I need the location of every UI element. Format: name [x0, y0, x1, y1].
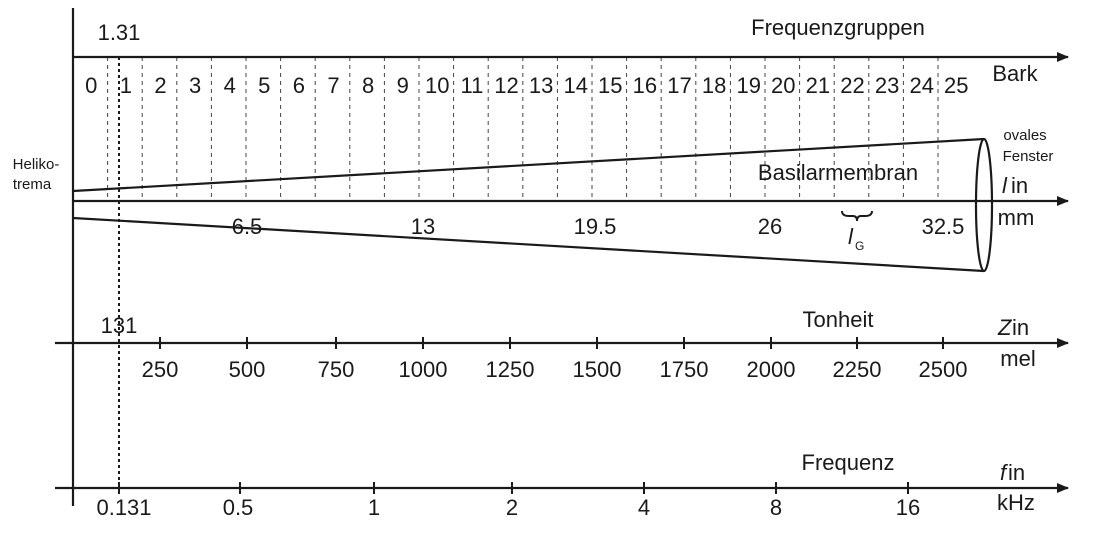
- length-axis-unit-in: in: [1011, 173, 1028, 198]
- mel-tick-label: 2000: [747, 357, 796, 382]
- bark-tick-label: 15: [598, 73, 622, 98]
- mel-tick-label: 1500: [573, 357, 622, 382]
- bark-axis-unit: Bark: [992, 61, 1038, 86]
- bark-tick-label: 20: [771, 73, 795, 98]
- lg-brace: [841, 210, 873, 222]
- bark-tick-label: 19: [736, 73, 760, 98]
- frequency-axis-title: Frequenz: [802, 450, 895, 475]
- bark-marker-label: 1.31: [98, 20, 141, 45]
- mel-tick-label: 1000: [399, 357, 448, 382]
- length-tick-label: 19.5: [574, 214, 617, 239]
- mel-tick-label: 750: [318, 357, 355, 382]
- frequency-tick-label: 1: [368, 495, 380, 520]
- length-tick-label: 32.5: [922, 214, 965, 239]
- bark-tick-label: 23: [875, 73, 899, 98]
- frequency-tick-label: 4: [638, 495, 650, 520]
- bark-tick-label: 7: [327, 73, 339, 98]
- length-labels: 6.5 13 19.5 26 32.5: [232, 214, 965, 239]
- oval-window: [974, 137, 994, 273]
- bark-tick-label: 22: [840, 73, 864, 98]
- oval-window-label-line2: Fenster: [1003, 148, 1054, 165]
- bark-tick-label: 1: [120, 73, 132, 98]
- bark-tick-label: 2: [154, 73, 166, 98]
- bark-tick-label: 12: [494, 73, 518, 98]
- length-axis-unit-mm: mm: [998, 205, 1035, 230]
- bark-labels: 0 1 2 3 4 5 6 7 8 9 10 11 12 13 14 15 16 17 18 19 20 21 22 23 24…: [85, 73, 968, 98]
- bark-grid: [107, 57, 939, 201]
- frequency-tick-label: 2: [506, 495, 518, 520]
- frequency-tick-label: 0.5: [223, 495, 254, 520]
- bark-tick-label: 11: [460, 73, 483, 98]
- bark-tick-label: 9: [397, 73, 409, 98]
- lg-subscript: G: [855, 239, 864, 253]
- lg-symbol: l: [848, 224, 854, 249]
- mel-axis-unit-mel: mel: [1000, 346, 1035, 371]
- helicotrema-label: Heliko-: [13, 156, 60, 173]
- frequency-tick-label: 0.131: [96, 495, 151, 520]
- frequency-axis-unit-in: in: [1008, 460, 1025, 485]
- mel-tick-label: 500: [229, 357, 266, 382]
- freq-ticks: 0.131 0.5 1 2 4 8 16: [96, 482, 920, 520]
- bark-tick-label: 24: [909, 73, 933, 98]
- mel-tick-label: 1750: [660, 357, 709, 382]
- frequency-tick-label: 8: [770, 495, 782, 520]
- bark-tick-label: 8: [362, 73, 374, 98]
- membrane-label: Basilarmembran: [758, 160, 918, 185]
- bark-tick-label: 5: [258, 73, 270, 98]
- bark-tick-label: 18: [702, 73, 726, 98]
- mel-tick-label: 2250: [833, 357, 882, 382]
- mel-axis-unit: Z: [997, 315, 1013, 340]
- helicotrema-label-line2: trema: [13, 176, 52, 193]
- bark-tick-label: 6: [293, 73, 305, 98]
- bark-tick-label: 17: [667, 73, 691, 98]
- bark-axis-title: Frequenzgruppen: [751, 15, 925, 40]
- bark-tick-label: 3: [189, 73, 201, 98]
- length-axis-unit: l: [1002, 173, 1008, 198]
- length-tick-label: 26: [758, 214, 782, 239]
- oval-window-label: ovales: [1003, 127, 1046, 144]
- bark-tick-label: 14: [563, 73, 587, 98]
- bark-tick-label: 0: [85, 73, 97, 98]
- bark-tick-label: 4: [224, 73, 236, 98]
- bark-tick-label: 16: [633, 73, 657, 98]
- length-tick-label: 6.5: [232, 214, 263, 239]
- cone-lower-edge: [72, 216, 985, 273]
- mel-tick-label: 2500: [919, 357, 968, 382]
- mel-axis-title: Tonheit: [803, 307, 874, 332]
- length-tick-label: 13: [411, 214, 435, 239]
- mel-ticks: 250 500 750 1000 1250 1500 1750 2000 2250 2500: [142, 337, 968, 382]
- bark-tick-label: 21: [806, 73, 830, 98]
- mel-tick-label: 250: [142, 357, 179, 382]
- frequency-axis-unit: f: [1000, 460, 1009, 485]
- mel-tick-label: 1250: [486, 357, 535, 382]
- bark-tick-label: 10: [425, 73, 449, 98]
- cone-upper-edge: [72, 137, 985, 193]
- frequency-axis-unit-khz: kHz: [997, 490, 1035, 515]
- bark-tick-label: 25: [944, 73, 968, 98]
- frequency-tick-label: 16: [896, 495, 920, 520]
- mel-axis-unit-in: in: [1012, 315, 1029, 340]
- bark-tick-label: 13: [529, 73, 553, 98]
